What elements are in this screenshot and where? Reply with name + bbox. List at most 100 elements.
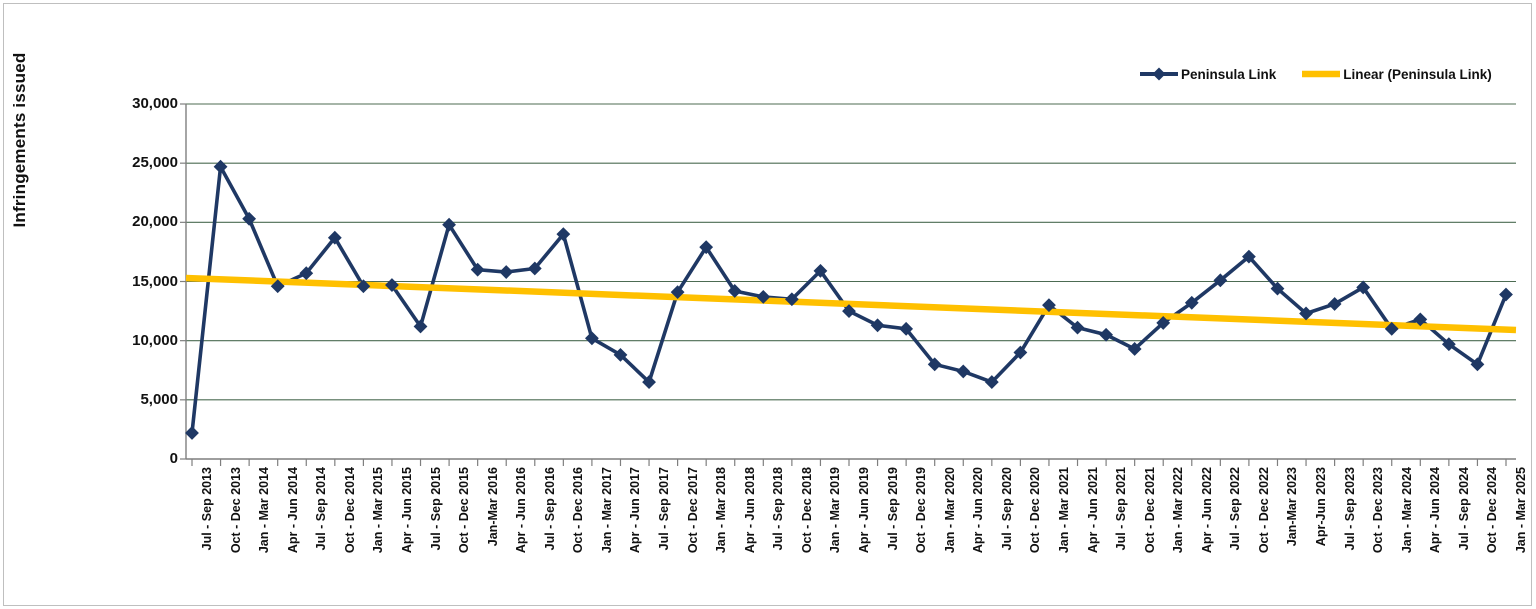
x-axis-tick-labels: Jul - Sep 2013 Oct - Dec 2013 Jan - Mar 20… <box>186 465 1528 605</box>
data-point-marker <box>842 304 856 318</box>
y-tick-label: 15,000 <box>132 272 178 290</box>
x-tick-label: Jul - Sep 2018 <box>771 467 786 551</box>
data-point-marker <box>784 292 799 307</box>
legend-label-peninsula-link: Peninsula Link <box>1181 66 1277 82</box>
x-axis-ticks <box>191 459 1507 466</box>
data-point-marker <box>299 266 314 281</box>
x-tick-label: Jul - Sep 2024 <box>1456 467 1471 551</box>
x-tick-label: Jan - Mar 2017 <box>599 467 614 554</box>
x-tick-label: Apr - Jun 2019 <box>857 467 871 554</box>
data-point-marker <box>270 279 285 294</box>
data-point-marker <box>385 278 399 292</box>
data-point-marker <box>1184 295 1199 310</box>
data-point-marker <box>1441 337 1456 352</box>
y-tick-label: 0 <box>169 450 178 467</box>
y-axis-tick-labels: 30,000 25,000 20,000 15,000 10,000 5,000 0 <box>96 95 178 467</box>
data-point-marker <box>1413 312 1428 327</box>
legend-label-linear-peninsula-link: Linear (Peninsula Link) <box>1343 66 1492 82</box>
x-tick-label: Oct - Dec 2015 <box>457 467 472 554</box>
x-tick-label: Oct - Dec 2023 <box>1371 467 1386 554</box>
data-point-marker <box>670 285 685 300</box>
x-tick-label: Oct - Dec 2019 <box>914 467 929 554</box>
data-point-marker <box>613 347 628 362</box>
x-tick-label: Jul - Sep 2021 <box>1114 467 1129 551</box>
x-tick-label: Apr-Jun 2023 <box>1314 467 1329 547</box>
y-tick-label: 5,000 <box>140 390 178 408</box>
data-point-marker <box>899 321 914 336</box>
x-tick-label: Apr - Jun 2021 <box>1085 467 1100 554</box>
x-tick-label: Jan - Mar 2025 <box>1514 467 1528 554</box>
data-point-marker <box>1042 298 1056 313</box>
x-tick-label: Oct - Dec 2017 <box>685 467 700 554</box>
x-tick-label: Oct - Dec 2013 <box>228 467 243 554</box>
data-point-marker <box>242 211 257 226</box>
x-tick-label: Jul - Sep 2013 <box>200 467 214 551</box>
data-point-marker <box>813 263 828 278</box>
series-line-peninsula-link <box>190 160 1508 434</box>
data-point-marker <box>527 261 542 276</box>
y-axis-ticks <box>180 103 186 460</box>
x-tick-label: Jan - Mar 2021 <box>1056 467 1071 554</box>
x-tick-label: Apr - Jun 2018 <box>742 467 757 554</box>
legend-entry-peninsula-link[interactable]: Peninsula Link <box>1140 66 1276 82</box>
data-point-marker <box>356 279 371 294</box>
x-tick-label: Jul - Sep 2015 <box>428 467 443 551</box>
x-tick-label: Jul - Sep 2017 <box>657 467 672 551</box>
data-point-marker <box>1013 345 1028 360</box>
x-tick-label: Oct - Dec 2018 <box>799 467 814 554</box>
legend-line-icon <box>1302 70 1341 78</box>
x-tick-label: Apr - Jun 2015 <box>399 467 414 554</box>
x-tick-label: Oct - Dec 2016 <box>571 467 586 554</box>
trendline-linear-peninsula-link <box>185 274 1517 334</box>
data-point-marker <box>585 331 599 346</box>
y-tick-label: 30,000 <box>132 95 178 112</box>
plot-svg <box>180 103 1517 466</box>
data-point-marker <box>642 375 656 389</box>
data-point-marker <box>213 159 228 174</box>
data-point-marker <box>1384 321 1399 336</box>
x-tick-label: Oct - Dec 2024 <box>1485 467 1500 554</box>
x-tick-label: Apr - Jun 2016 <box>514 467 529 554</box>
data-point-marker <box>1470 357 1485 372</box>
data-point-marker <box>699 240 714 255</box>
data-point-marker <box>1099 327 1113 342</box>
y-tick-label: 20,000 <box>132 213 178 231</box>
x-tick-label: Oct - Dec 2020 <box>1028 467 1043 554</box>
data-point-marker <box>1242 249 1256 264</box>
x-tick-label: Oct - Dec 2022 <box>1256 467 1271 554</box>
data-point-marker <box>1356 280 1371 295</box>
data-point-marker <box>1213 273 1228 288</box>
x-tick-label: Jul - Sep 2022 <box>1228 467 1243 551</box>
plot-area <box>180 103 1517 466</box>
data-point-marker <box>442 217 456 232</box>
data-point-marker <box>1499 287 1513 302</box>
x-tick-label: Jan - Mar 2018 <box>714 467 729 554</box>
data-point-marker <box>413 319 428 334</box>
x-tick-label: Apr - Jun 2020 <box>971 467 986 554</box>
legend-line-diamond-icon <box>1140 67 1178 81</box>
data-point-marker <box>556 227 571 242</box>
x-tick-label: Jan - Mar 2024 <box>1399 467 1414 554</box>
data-point-marker <box>870 318 885 333</box>
x-tick-label: Jan-Mar 2016 <box>485 467 500 547</box>
data-point-marker <box>470 262 485 277</box>
x-tick-label: Jan - Mar 2015 <box>371 467 386 554</box>
data-point-marker <box>927 357 942 372</box>
y-tick-label: 10,000 <box>132 331 178 349</box>
data-point-marker <box>185 426 199 440</box>
x-tick-label: Apr - Jun 2022 <box>1199 467 1214 554</box>
data-point-marker <box>1327 297 1342 311</box>
x-tick-label: Jan - Mar 2019 <box>828 467 843 554</box>
legend-entry-linear-peninsula-link[interactable]: Linear (Peninsula Link) <box>1302 66 1492 82</box>
data-point-marker <box>499 265 514 279</box>
data-point-marker <box>984 375 999 389</box>
x-tick-label: Jul - Sep 2016 <box>542 467 557 551</box>
x-tick-label: Jan - Mar 2022 <box>1171 467 1186 554</box>
x-tick-label: Oct - Dec 2014 <box>342 467 357 554</box>
gridlines <box>186 103 1516 401</box>
x-tick-label: Jul - Sep 2019 <box>885 467 900 551</box>
data-point-marker <box>1070 320 1085 335</box>
x-tick-label: Apr - Jun 2017 <box>628 467 643 554</box>
x-tick-label: Jan - Mar 2014 <box>257 467 272 554</box>
